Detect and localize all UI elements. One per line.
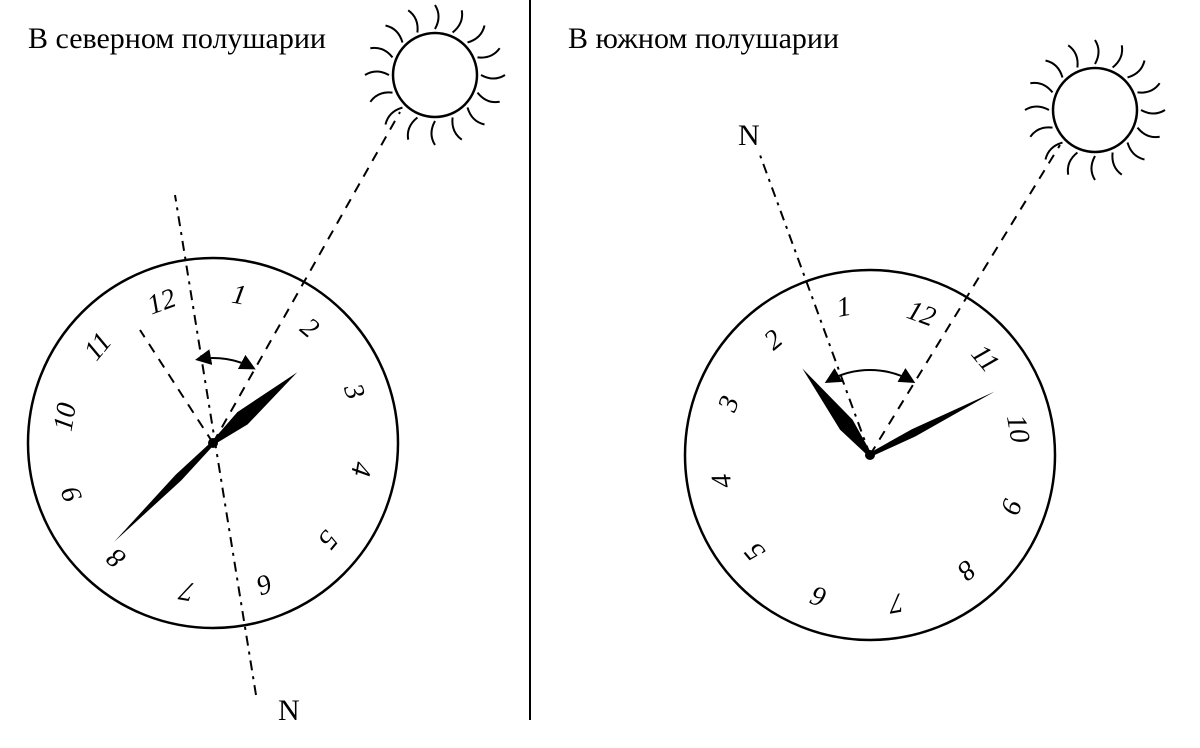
- svg-text:11: 11: [78, 327, 118, 367]
- hour-hand: [212, 372, 298, 444]
- svg-text:2: 2: [294, 312, 325, 345]
- sun-icon: [365, 5, 505, 145]
- svg-text:8: 8: [951, 554, 982, 587]
- svg-text:9: 9: [994, 494, 1028, 518]
- minute-hand: [869, 391, 995, 456]
- svg-text:7: 7: [885, 586, 905, 619]
- svg-text:2: 2: [758, 324, 789, 357]
- svg-text:10: 10: [48, 400, 83, 433]
- svg-text:8: 8: [101, 542, 132, 575]
- bisector-arc: [198, 358, 253, 368]
- north-label: N: [738, 119, 760, 152]
- svg-text:7: 7: [176, 574, 196, 607]
- svg-text:5: 5: [312, 524, 345, 555]
- svg-text:5: 5: [739, 536, 772, 567]
- svg-text:4: 4: [706, 471, 739, 490]
- bisector-arc: [828, 370, 913, 381]
- sun-ray-line: [213, 112, 400, 443]
- diagram-svg: 123456789101112N123456789101112N: [0, 0, 1200, 748]
- hour-hand: [802, 368, 871, 456]
- minute-hand: [114, 442, 214, 542]
- north-label: N: [278, 694, 300, 727]
- svg-text:3: 3: [712, 392, 746, 417]
- sun-icon: [1025, 40, 1165, 180]
- north-bisector-line: [760, 155, 870, 455]
- svg-text:6: 6: [252, 567, 276, 601]
- svg-text:10: 10: [1000, 412, 1035, 445]
- svg-text:4: 4: [344, 459, 377, 478]
- svg-text:11: 11: [965, 339, 1005, 379]
- svg-text:6: 6: [807, 579, 831, 613]
- svg-text:1: 1: [834, 291, 853, 324]
- svg-text:3: 3: [337, 379, 371, 404]
- sun-ray-line: [870, 145, 1060, 455]
- svg-text:9: 9: [55, 482, 89, 506]
- north-bisector-line: [175, 195, 256, 695]
- svg-text:12: 12: [143, 283, 180, 322]
- svg-text:1: 1: [229, 279, 248, 312]
- svg-text:12: 12: [903, 295, 940, 334]
